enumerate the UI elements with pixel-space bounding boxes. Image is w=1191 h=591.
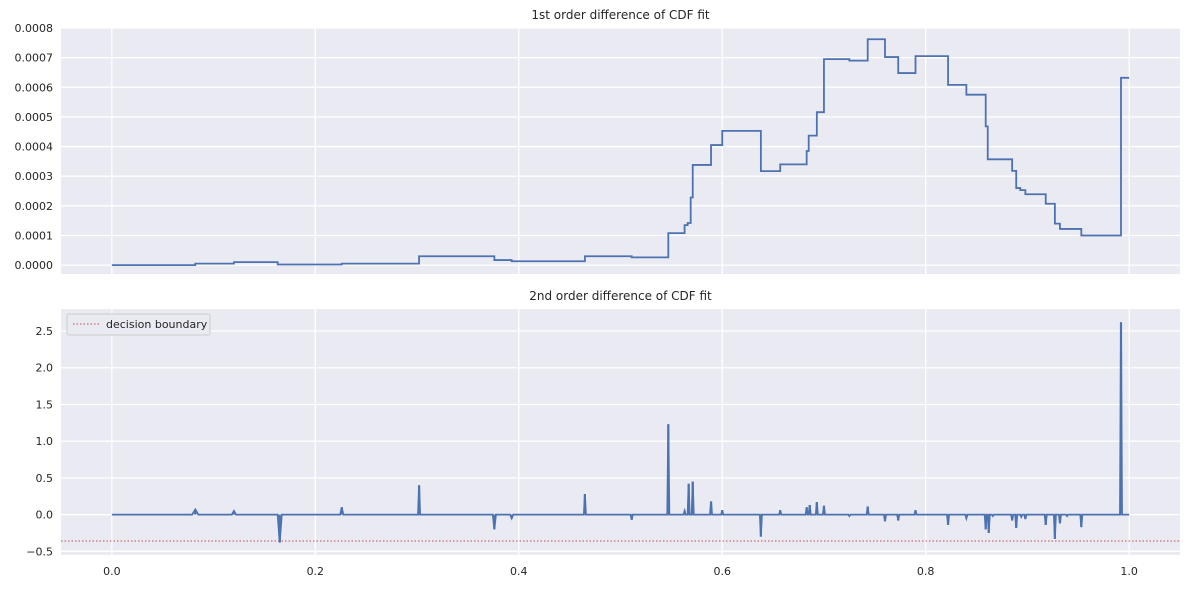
top-y-tick-label: 0.0004 [15, 141, 54, 154]
top-series-line [111, 38, 1130, 267]
bottom-y-tick-label: 0.5 [36, 472, 54, 485]
top-y-tick-label: 0.0001 [15, 229, 54, 242]
top-plot-area [61, 28, 1180, 274]
bottom-x-tick-label: 0.2 [307, 565, 325, 578]
bottom-y-tick-labels: −0.5 0.0 0.5 1.0 1.5 2.0 2.5 [26, 325, 53, 558]
top-y-tick-label: 0.0006 [15, 81, 54, 94]
top-panel: 0.0000 0.0001 0.0002 0.0003 0.0004 0.0005 0.00… [15, 8, 1180, 274]
bottom-series [61, 322, 1180, 543]
legend-label: decision boundary [106, 318, 208, 331]
legend-box [66, 313, 211, 336]
bottom-x-tick-label: 1.0 [1120, 565, 1138, 578]
top-y-tick-label: 0.0007 [15, 52, 54, 65]
bottom-y-tick-label: 0.0 [36, 509, 54, 522]
bottom-x-tick-label: 0.4 [510, 565, 528, 578]
top-y-tick-label: 0.0008 [15, 22, 54, 35]
bottom-x-tick-label: 0.0 [103, 565, 121, 578]
top-y-tick-label: 0.0003 [15, 170, 54, 183]
bottom-chart-title: 2nd order difference of CDF fit [529, 289, 712, 303]
bottom-y-tick-label: −0.5 [26, 545, 53, 558]
top-y-tick-label: 0.0005 [15, 111, 54, 124]
bottom-x-tick-label: 0.6 [713, 565, 731, 578]
bottom-panel: −0.5 0.0 0.5 1.0 1.5 2.0 2.5 0.0 0.2 0.4 0.6 0.8 1.… [26, 289, 1180, 578]
top-gridlines [61, 27, 1180, 274]
top-series [111, 38, 1130, 267]
bottom-y-tick-label: 2.5 [36, 325, 54, 338]
top-chart-title: 1st order difference of CDF fit [531, 8, 710, 22]
legend: decision boundary [66, 313, 211, 336]
bottom-x-tick-label: 0.8 [917, 565, 935, 578]
bottom-y-tick-label: 1.5 [36, 398, 54, 411]
top-y-tick-label: 0.0002 [15, 200, 54, 213]
bottom-x-tick-labels: 0.0 0.2 0.4 0.6 0.8 1.0 [103, 565, 1138, 578]
top-y-tick-label: 0.0000 [15, 259, 54, 272]
top-y-tick-labels: 0.0000 0.0001 0.0002 0.0003 0.0004 0.0005 0.00… [15, 22, 54, 272]
bottom-y-tick-label: 2.0 [36, 362, 54, 375]
bottom-y-tick-label: 1.0 [36, 435, 54, 448]
